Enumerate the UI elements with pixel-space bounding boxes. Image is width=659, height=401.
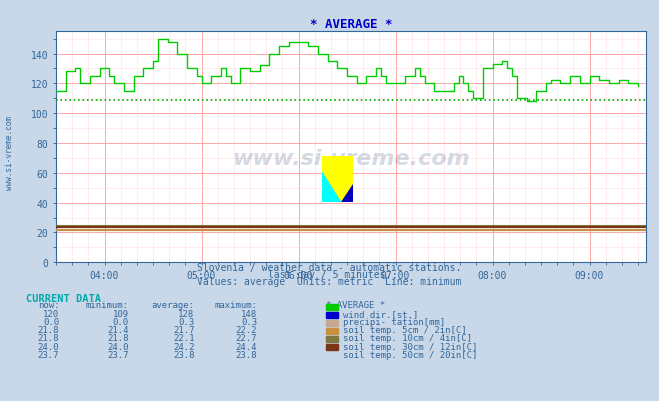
Text: 0.3: 0.3: [179, 318, 194, 326]
Text: 21.4: 21.4: [107, 326, 129, 334]
Text: soil temp. 5cm / 2in[C]: soil temp. 5cm / 2in[C]: [343, 326, 467, 334]
Text: maximum:: maximum:: [214, 301, 257, 310]
Text: 21.8: 21.8: [107, 334, 129, 342]
Text: average:: average:: [152, 301, 194, 310]
Text: 24.4: 24.4: [235, 342, 257, 350]
Text: 109: 109: [113, 310, 129, 318]
Text: now:: now:: [38, 301, 59, 310]
Text: 22.2: 22.2: [235, 326, 257, 334]
Polygon shape: [322, 156, 353, 203]
Title: * AVERAGE *: * AVERAGE *: [310, 18, 392, 31]
Text: soil temp. 10cm / 4in[C]: soil temp. 10cm / 4in[C]: [343, 334, 472, 342]
Text: 23.8: 23.8: [173, 350, 194, 358]
Text: 0.3: 0.3: [241, 318, 257, 326]
Text: 24.0: 24.0: [38, 342, 59, 350]
Text: www.si-vreme.com: www.si-vreme.com: [232, 149, 470, 169]
Text: 120: 120: [43, 310, 59, 318]
Text: 23.7: 23.7: [38, 350, 59, 358]
Text: 128: 128: [179, 310, 194, 318]
Text: 21.8: 21.8: [38, 326, 59, 334]
Text: 22.7: 22.7: [235, 334, 257, 342]
Text: 24.0: 24.0: [107, 342, 129, 350]
Text: 22.1: 22.1: [173, 334, 194, 342]
Text: 23.8: 23.8: [235, 350, 257, 358]
Text: 0.0: 0.0: [113, 318, 129, 326]
Text: 21.7: 21.7: [173, 326, 194, 334]
Text: soil temp. 30cm / 12in[C]: soil temp. 30cm / 12in[C]: [343, 342, 477, 350]
Text: last day / 5 minutes.: last day / 5 minutes.: [268, 269, 391, 279]
Text: soil temp. 50cm / 20in[C]: soil temp. 50cm / 20in[C]: [343, 350, 477, 358]
Text: www.si-vreme.com: www.si-vreme.com: [5, 115, 14, 189]
Text: CURRENT DATA: CURRENT DATA: [26, 294, 101, 304]
Text: 0.0: 0.0: [43, 318, 59, 326]
Text: 21.8: 21.8: [38, 334, 59, 342]
Text: 23.7: 23.7: [107, 350, 129, 358]
Polygon shape: [341, 184, 353, 203]
Text: precipi- tation[mm]: precipi- tation[mm]: [343, 318, 445, 326]
Text: 24.2: 24.2: [173, 342, 194, 350]
Polygon shape: [322, 172, 341, 203]
Text: 148: 148: [241, 310, 257, 318]
Text: minimum:: minimum:: [86, 301, 129, 310]
Text: * AVERAGE *: * AVERAGE *: [326, 301, 386, 310]
Text: Slovenia / weather data - automatic stations.: Slovenia / weather data - automatic stat…: [197, 263, 462, 273]
Text: wind dir.[st.]: wind dir.[st.]: [343, 310, 418, 318]
Text: Values: average  Units: metric  Line: minimum: Values: average Units: metric Line: mini…: [197, 276, 462, 286]
